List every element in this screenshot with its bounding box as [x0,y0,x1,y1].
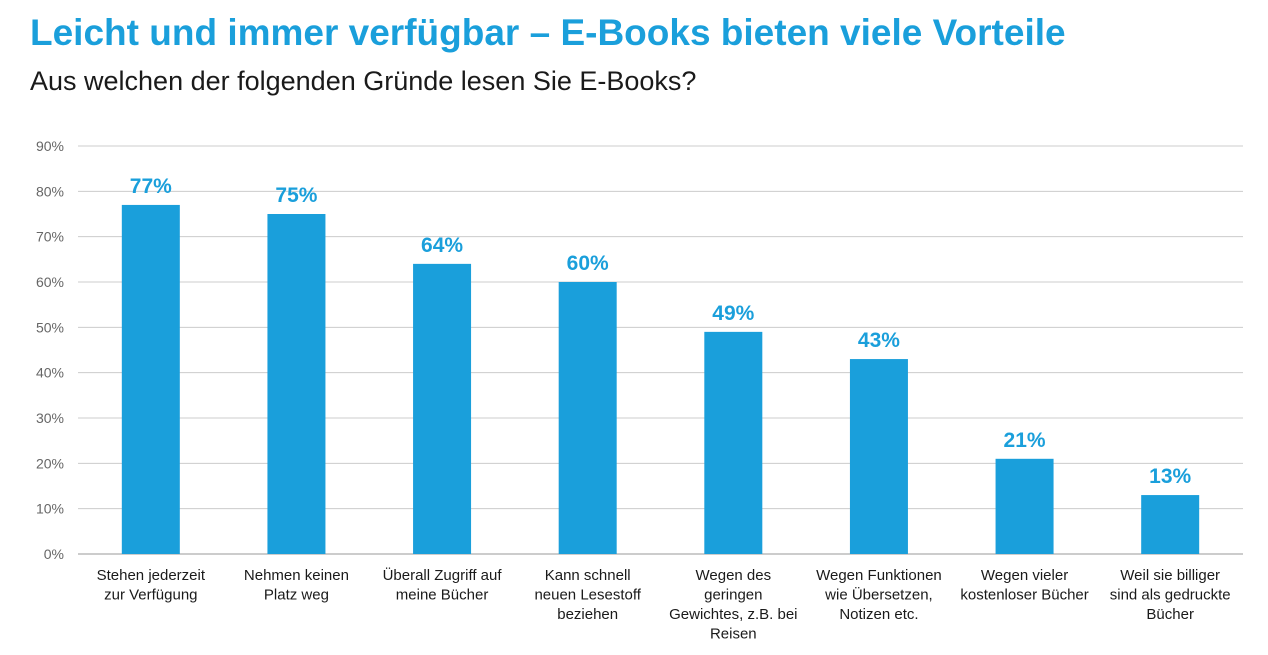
y-tick-label: 40% [36,365,64,381]
category-label: Kann schnell neuen Lesestoff beziehen [534,567,641,623]
category-label-line: Überall Zugriff auf [383,566,503,584]
category-label: Überall Zugriff auf meine Bücher [383,566,503,604]
category-label-line: Stehen jederzeit [97,567,206,584]
bar [1141,495,1200,554]
category-label: Wegen vieler kostenloser Bücher [960,567,1088,604]
category-label-line: sind als gedruckte [1110,587,1231,604]
y-tick-label: 30% [36,410,64,426]
data-label: 21% [1004,429,1046,452]
category-label-line: Bücher [1146,606,1194,623]
bar [121,204,180,554]
category-label: Wegen des geringen Gewichtes, z.B. bei Reis… [669,567,797,643]
category-label-line: Platz weg [264,587,329,604]
data-label: 77% [130,175,172,198]
category-label-line: Notizen etc. [839,606,918,623]
category-label-line: wie Übersetzen, [824,586,933,604]
category-label-line: neuen Lesestoff [534,587,641,604]
data-label: 75% [275,184,317,207]
y-tick-label: 70% [36,229,64,245]
y-tick-label: 90% [36,138,64,154]
category-label-line: kostenloser Bücher [960,587,1088,604]
category-label: Stehen jederzeit zur Verfügung [97,567,206,604]
category-label-line: beziehen [557,606,618,623]
category-label-line: zur Verfügung [104,587,197,604]
category-label-line: Weil sie billiger [1120,567,1220,584]
data-label: 43% [858,329,900,352]
bar [558,282,617,554]
category-label-line: Nehmen keinen [244,567,349,584]
y-tick-label: 60% [36,274,64,290]
bar [704,331,763,554]
category-label: Nehmen keinen Platz weg [244,567,349,604]
category-label-line: Kann schnell [545,567,631,584]
category-label-line: geringen [704,587,762,604]
y-tick-label: 20% [36,455,64,471]
category-label: Wegen Funktionen wie Übersetzen, Notizen e… [816,567,942,623]
y-tick-label: 80% [36,183,64,199]
y-tick-label: 0% [44,546,64,562]
category-label-line: Gewichtes, z.B. bei [669,606,797,623]
y-tick-label: 10% [36,501,64,517]
y-tick-label: 50% [36,319,64,335]
bar [267,214,326,554]
bar [849,359,908,554]
category-label-line: Wegen des [696,567,772,584]
category-label-line: Wegen Funktionen [816,567,942,584]
data-label: 13% [1149,465,1191,488]
chart-title: Leicht und immer verfügbar – E-Books bie… [30,12,1066,53]
data-label: 49% [712,302,754,325]
category-label-line: meine Bücher [396,587,489,604]
category-label: Weil sie billiger sind als gedruckte Büche… [1110,567,1231,623]
bar [413,263,472,554]
category-label-line: Reisen [710,626,757,643]
chart-subtitle: Aus welchen der folgenden Gründe lesen S… [30,66,697,96]
bar [995,458,1054,554]
category-label-line: Wegen vieler [981,567,1068,584]
data-label: 64% [421,234,463,257]
data-label: 60% [567,252,609,275]
